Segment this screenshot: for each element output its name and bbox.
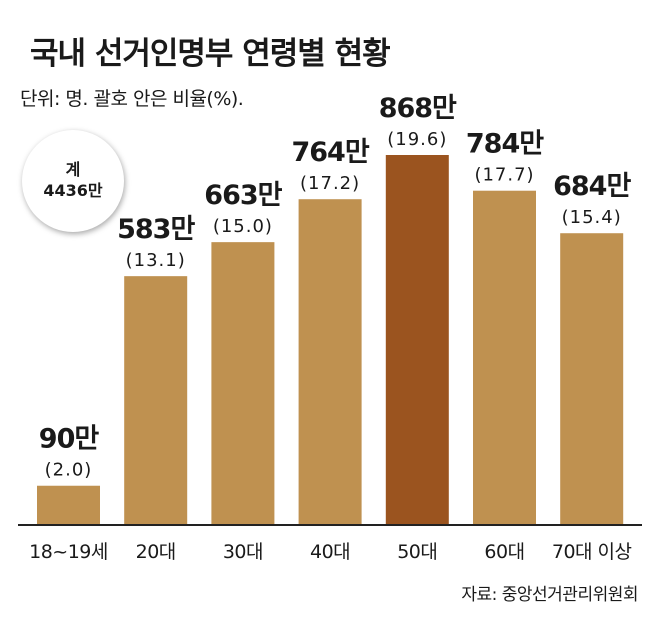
category-label: 70대 이상	[552, 541, 632, 563]
bar-value-label: 684만	[553, 171, 631, 202]
bar-percent-label: (17.2)	[300, 173, 360, 194]
unit-note: 단위: 명. 괄호 안은 비율(%).	[20, 88, 244, 110]
bar-6	[473, 190, 536, 525]
bar-4	[298, 199, 362, 524]
total-value: 4436만	[43, 181, 103, 200]
bar-value-label: 90만	[39, 424, 100, 455]
category-label: 30대	[223, 541, 263, 563]
total-badge: 계 4436만	[22, 130, 124, 232]
bar-value-label: 583만	[117, 214, 195, 245]
bar-value-label: 868만	[379, 93, 457, 124]
bar-value-label: 663만	[204, 180, 282, 211]
bar-percent-label: (15.0)	[213, 216, 273, 237]
source-note: 자료: 중앙선거관리위원회	[461, 585, 638, 605]
bar-percent-label: (15.4)	[562, 207, 622, 228]
chart-title: 국내 선거인명부 연령별 현황	[30, 36, 391, 72]
category-label: 18~19세	[29, 541, 108, 563]
total-label: 계	[65, 160, 81, 180]
bar-percent-label: (2.0)	[45, 460, 93, 481]
category-label: 20대	[136, 541, 176, 563]
category-label: 40대	[310, 541, 350, 563]
bar-percent-label: (17.7)	[474, 165, 534, 186]
category-label: 60대	[484, 541, 524, 563]
category-label: 50대	[397, 541, 437, 563]
bar-value-label: 784만	[466, 129, 544, 160]
bar-2	[124, 276, 188, 524]
bar-value-label: 764만	[291, 137, 369, 168]
bar-percent-label: (13.1)	[126, 250, 186, 271]
bar-1	[37, 485, 100, 524]
bar-5	[385, 155, 449, 524]
bar-7	[560, 233, 624, 524]
bar-percent-label: (19.6)	[387, 129, 447, 150]
bar-3	[211, 242, 275, 524]
